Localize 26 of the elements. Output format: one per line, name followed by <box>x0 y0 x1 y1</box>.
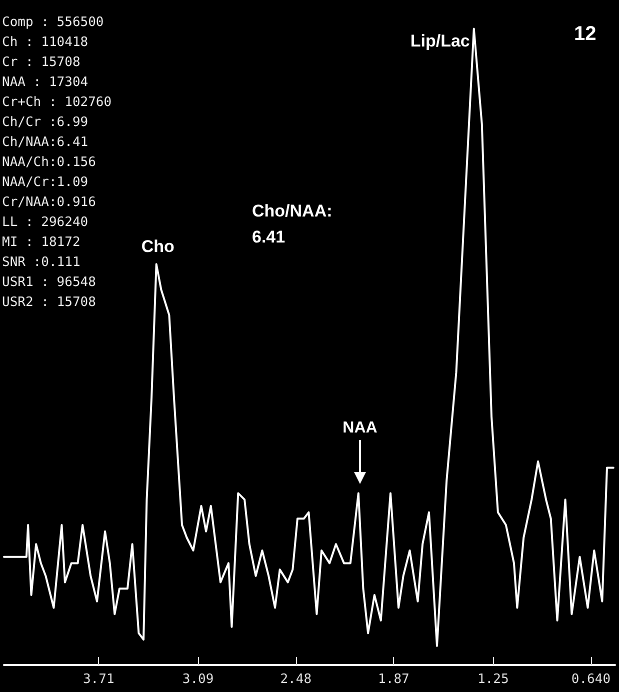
annotation: Cr+Ch : 102760 <box>2 95 112 110</box>
annotation: Ch/Cr :6.99 <box>2 115 88 130</box>
annotation: Ch/NAA:6.41 <box>2 135 88 150</box>
annotation: Ch : 110418 <box>2 35 88 50</box>
annotation: Comp : 556500 <box>2 15 104 30</box>
x-tick-label: 1.87 <box>378 672 410 687</box>
annotation: NAA/Ch:0.156 <box>2 155 96 170</box>
annotation: Lip/Lac <box>410 32 470 51</box>
x-tick-label: 1.25 <box>477 672 509 687</box>
annotation: USR1 : 96548 <box>2 275 96 290</box>
annotation: NAA <box>342 420 378 436</box>
annotation: NAA/Cr:1.09 <box>2 175 88 190</box>
annotation: SNR :0.111 <box>2 255 80 270</box>
annotation: LL : 296240 <box>2 215 88 230</box>
annotation: MI : 18172 <box>2 235 80 250</box>
annotation: NAA : 17304 <box>2 75 88 90</box>
annotation: Cho <box>141 237 174 256</box>
x-tick-label: 2.48 <box>280 672 312 687</box>
x-tick-label: 3.09 <box>182 672 214 687</box>
annotation: 12 <box>574 23 596 45</box>
annotation: Cr/NAA:0.916 <box>2 195 96 210</box>
x-tick-label: 3.71 <box>82 672 114 687</box>
x-tick-label: 0.640 <box>571 672 611 687</box>
annotation: Cho/NAA: 6.41 <box>252 202 332 246</box>
annotation: USR2 : 15708 <box>2 295 96 310</box>
annotation: Cr : 15708 <box>2 55 80 70</box>
